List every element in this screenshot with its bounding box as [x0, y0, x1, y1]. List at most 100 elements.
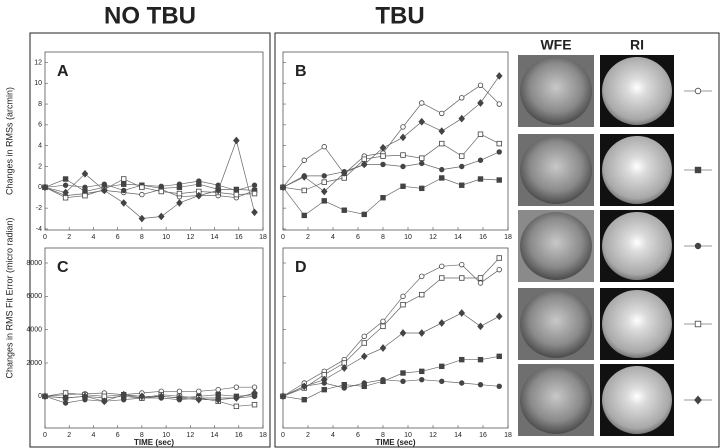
marker [419, 185, 425, 192]
x-tick-label: 16 [479, 234, 487, 241]
marker [496, 140, 502, 147]
marker [439, 263, 445, 270]
x-tick-label: 8 [140, 234, 144, 241]
x-tick-label: 4 [91, 234, 95, 241]
series-line [282, 75, 500, 192]
ri-image [602, 366, 672, 434]
marker [360, 160, 368, 169]
marker [214, 395, 222, 404]
marker [41, 392, 49, 401]
x-tick-label: 10 [404, 234, 412, 241]
marker [419, 160, 425, 167]
x-tick-label: 2 [306, 432, 310, 439]
marker [459, 380, 465, 386]
y-tick-label: 8 [38, 101, 42, 108]
marker [419, 376, 425, 383]
marker [379, 143, 387, 152]
marker [300, 382, 308, 391]
marker [301, 157, 307, 163]
x-tick-label: 0 [281, 432, 285, 439]
plot-area [44, 51, 264, 231]
legend-marker [694, 242, 702, 250]
x-tick-label: 18 [259, 432, 267, 439]
marker [477, 280, 484, 286]
marker [399, 133, 407, 142]
marker [380, 195, 386, 201]
series-line [282, 355, 500, 401]
ri-image [602, 136, 672, 204]
marker [196, 388, 202, 395]
marker [458, 114, 466, 123]
marker [81, 169, 89, 178]
ri-image [602, 57, 672, 125]
x-axis-label: TIME (sec) [375, 438, 415, 447]
wfe-image [520, 136, 592, 204]
marker [214, 186, 222, 195]
series-line [282, 133, 500, 191]
marker [320, 187, 328, 196]
x-tick-label: 16 [479, 432, 487, 439]
marker [380, 161, 386, 168]
marker [361, 211, 367, 218]
x-tick-label: 14 [454, 234, 462, 241]
marker [380, 323, 386, 330]
marker [301, 396, 307, 403]
marker [196, 178, 202, 184]
marker [176, 388, 183, 395]
x-tick-label: 2 [67, 432, 71, 439]
marker [157, 212, 165, 221]
marker [279, 183, 287, 192]
series-line [44, 178, 255, 199]
marker [215, 386, 221, 393]
y-tick-label: 2 [38, 163, 42, 170]
marker [320, 375, 328, 384]
x-tick-label: 10 [404, 432, 412, 439]
marker [301, 212, 307, 219]
marker [233, 191, 240, 198]
marker [477, 275, 484, 281]
legend-marker [694, 87, 702, 95]
marker [341, 385, 347, 391]
marker [496, 177, 502, 183]
panel-label: C [57, 259, 69, 276]
marker [477, 99, 484, 107]
marker [380, 153, 386, 159]
marker [439, 166, 445, 173]
y-tick-label: 12 [34, 59, 42, 66]
y-axis-label: Changes in RMSs (arcmin) [4, 87, 14, 195]
marker [477, 157, 484, 163]
series-line [282, 151, 500, 188]
marker [400, 152, 406, 158]
marker [477, 176, 484, 182]
x-tick-label: 6 [356, 432, 360, 439]
marker [496, 149, 502, 155]
marker [439, 110, 445, 117]
marker [121, 181, 127, 187]
marker [459, 163, 465, 170]
series-line [44, 186, 255, 199]
panel-label: D [295, 259, 307, 276]
marker [251, 208, 258, 217]
marker [495, 312, 503, 321]
right-frame [274, 32, 720, 448]
y-tick-label: 0 [38, 393, 42, 400]
marker [101, 397, 108, 406]
x-tick-label: 4 [331, 432, 335, 439]
marker [195, 191, 203, 200]
marker [62, 182, 69, 188]
marker [157, 392, 165, 401]
wfe-image [520, 57, 592, 125]
x-tick-label: 14 [211, 432, 219, 439]
marker [82, 184, 88, 191]
marker [176, 394, 183, 402]
marker [419, 291, 425, 298]
x-tick-label: 16 [235, 432, 243, 439]
marker [496, 255, 502, 261]
x-tick-label: 0 [43, 432, 47, 439]
marker [477, 82, 484, 89]
marker [120, 390, 128, 399]
marker [419, 155, 425, 161]
x-tick-label: 12 [429, 234, 437, 241]
x-tick-label: 0 [281, 234, 285, 241]
ri-image [602, 290, 672, 358]
